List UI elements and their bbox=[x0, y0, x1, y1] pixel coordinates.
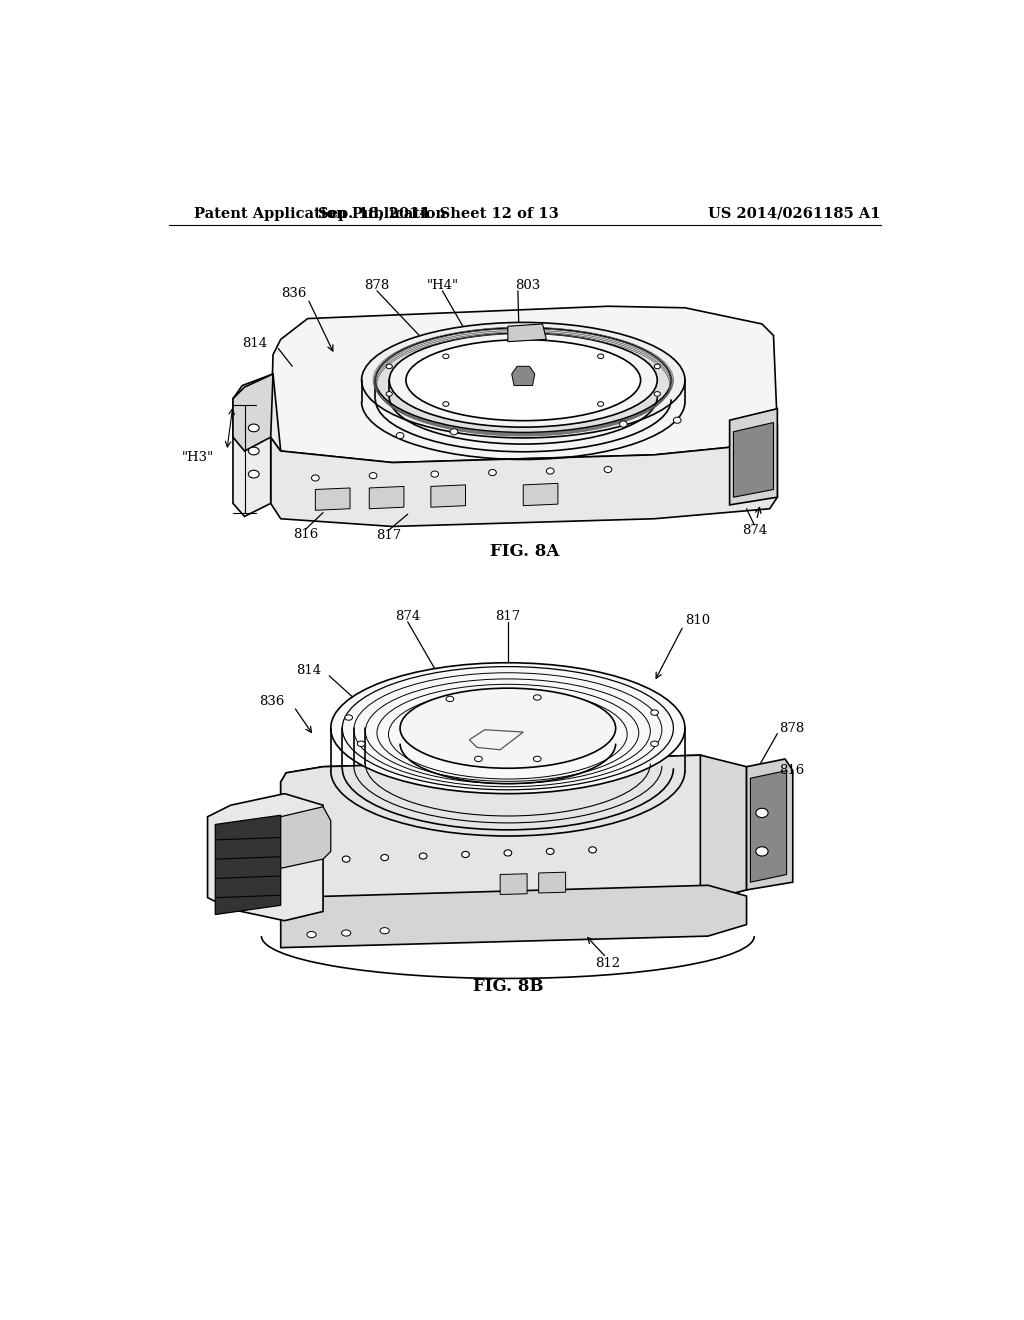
Polygon shape bbox=[508, 323, 547, 342]
Ellipse shape bbox=[361, 322, 685, 438]
Text: FIG. 8B: FIG. 8B bbox=[473, 978, 543, 995]
Polygon shape bbox=[370, 487, 403, 508]
Ellipse shape bbox=[396, 433, 403, 438]
Polygon shape bbox=[500, 874, 527, 895]
Ellipse shape bbox=[598, 354, 604, 359]
Polygon shape bbox=[270, 306, 777, 462]
Polygon shape bbox=[700, 755, 746, 902]
Ellipse shape bbox=[589, 847, 596, 853]
Ellipse shape bbox=[488, 470, 497, 475]
Ellipse shape bbox=[451, 429, 458, 434]
Ellipse shape bbox=[756, 808, 768, 817]
Text: US 2014/0261185 A1: US 2014/0261185 A1 bbox=[708, 207, 881, 220]
Ellipse shape bbox=[342, 929, 351, 936]
Ellipse shape bbox=[345, 715, 352, 721]
Ellipse shape bbox=[249, 424, 259, 432]
Ellipse shape bbox=[598, 401, 604, 407]
Text: Patent Application Publication: Patent Application Publication bbox=[194, 207, 445, 220]
Ellipse shape bbox=[650, 710, 658, 715]
Ellipse shape bbox=[446, 696, 454, 702]
Ellipse shape bbox=[376, 327, 671, 433]
Polygon shape bbox=[746, 759, 793, 890]
Polygon shape bbox=[233, 374, 281, 516]
Polygon shape bbox=[281, 755, 746, 825]
Text: 878: 878 bbox=[779, 722, 804, 735]
Text: FIG. 8A: FIG. 8A bbox=[490, 543, 559, 560]
Ellipse shape bbox=[381, 854, 388, 861]
Text: 817: 817 bbox=[376, 529, 401, 543]
Ellipse shape bbox=[249, 447, 259, 455]
Text: 816: 816 bbox=[779, 764, 804, 777]
Ellipse shape bbox=[389, 333, 657, 428]
Text: 816: 816 bbox=[294, 528, 318, 541]
Polygon shape bbox=[523, 483, 558, 506]
Polygon shape bbox=[730, 409, 777, 506]
Ellipse shape bbox=[370, 473, 377, 479]
Polygon shape bbox=[233, 374, 273, 451]
Polygon shape bbox=[751, 771, 786, 882]
Polygon shape bbox=[270, 428, 777, 527]
Text: "H4": "H4" bbox=[426, 279, 459, 292]
Ellipse shape bbox=[504, 850, 512, 857]
Ellipse shape bbox=[604, 466, 611, 473]
Text: 817: 817 bbox=[496, 610, 520, 623]
Ellipse shape bbox=[386, 392, 392, 396]
Ellipse shape bbox=[442, 354, 449, 359]
Text: 874: 874 bbox=[395, 610, 421, 623]
Ellipse shape bbox=[342, 857, 350, 862]
Polygon shape bbox=[315, 488, 350, 511]
Text: 874: 874 bbox=[741, 524, 767, 537]
Ellipse shape bbox=[534, 694, 541, 700]
Polygon shape bbox=[431, 484, 466, 507]
Ellipse shape bbox=[380, 928, 389, 933]
Polygon shape bbox=[281, 886, 746, 948]
Polygon shape bbox=[281, 807, 331, 869]
Polygon shape bbox=[512, 367, 535, 385]
Ellipse shape bbox=[400, 688, 615, 768]
Ellipse shape bbox=[674, 417, 681, 424]
Ellipse shape bbox=[654, 392, 660, 396]
Text: 803: 803 bbox=[515, 279, 541, 292]
Polygon shape bbox=[733, 422, 773, 498]
Text: 878: 878 bbox=[365, 279, 389, 292]
Text: "H3": "H3" bbox=[181, 450, 214, 463]
Ellipse shape bbox=[654, 364, 660, 368]
Ellipse shape bbox=[357, 741, 365, 747]
Ellipse shape bbox=[406, 339, 641, 421]
Polygon shape bbox=[215, 816, 281, 915]
Ellipse shape bbox=[620, 421, 628, 428]
Text: 814: 814 bbox=[243, 337, 267, 350]
Ellipse shape bbox=[386, 364, 392, 368]
Ellipse shape bbox=[462, 851, 469, 858]
Text: 812: 812 bbox=[595, 957, 621, 970]
Ellipse shape bbox=[650, 741, 658, 747]
Text: Sep. 18, 2014  Sheet 12 of 13: Sep. 18, 2014 Sheet 12 of 13 bbox=[318, 207, 559, 220]
Polygon shape bbox=[539, 873, 565, 892]
Ellipse shape bbox=[534, 756, 541, 762]
Ellipse shape bbox=[442, 401, 449, 407]
Text: 836: 836 bbox=[259, 694, 285, 708]
Ellipse shape bbox=[311, 475, 319, 480]
Polygon shape bbox=[281, 755, 746, 911]
Polygon shape bbox=[208, 793, 323, 921]
Text: 836: 836 bbox=[281, 286, 306, 300]
Ellipse shape bbox=[547, 849, 554, 854]
Ellipse shape bbox=[756, 847, 768, 857]
Ellipse shape bbox=[307, 932, 316, 937]
Text: 814: 814 bbox=[296, 664, 322, 677]
Ellipse shape bbox=[547, 469, 554, 474]
Ellipse shape bbox=[474, 756, 482, 762]
Ellipse shape bbox=[249, 470, 259, 478]
Ellipse shape bbox=[331, 663, 685, 793]
Ellipse shape bbox=[419, 853, 427, 859]
Ellipse shape bbox=[431, 471, 438, 478]
Text: 810: 810 bbox=[685, 614, 710, 627]
